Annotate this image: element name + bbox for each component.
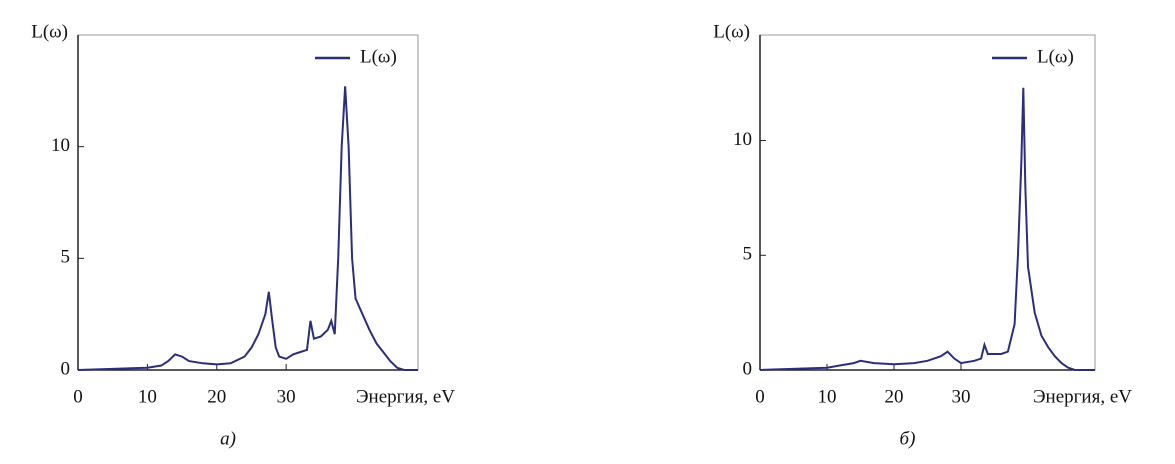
- x-axis-label: Энергия, eV: [356, 386, 455, 407]
- plot-frame: [759, 34, 1096, 371]
- x-tick-label: 30: [952, 386, 971, 407]
- y-axis-label: L(ω): [31, 21, 68, 42]
- x-tick-label: 10: [818, 386, 837, 407]
- data-line: [77, 86, 418, 371]
- legend-label: L(ω): [360, 46, 397, 67]
- y-tick-label: 5: [61, 247, 71, 268]
- x-tick-label: 0: [73, 386, 83, 407]
- x-tick-label: 10: [138, 386, 157, 407]
- x-axis-label: Энергия, eV: [1033, 386, 1132, 407]
- y-tick-label: 10: [51, 135, 70, 156]
- plot-frame: [77, 34, 419, 371]
- y-tick-label: 0: [61, 358, 71, 379]
- y-tick-label: 5: [743, 244, 753, 265]
- x-tick-label: 0: [755, 386, 765, 407]
- x-tick-label: 30: [277, 386, 296, 407]
- legend-label: L(ω): [1037, 46, 1074, 67]
- caption: б): [900, 428, 916, 449]
- x-tick-label: 20: [207, 386, 226, 407]
- caption: а): [220, 428, 236, 449]
- data-line: [759, 87, 1095, 371]
- y-axis-label: L(ω): [713, 21, 750, 42]
- y-tick-label: 0: [743, 358, 753, 379]
- x-tick-label: 20: [885, 386, 904, 407]
- y-tick-label: 10: [733, 129, 752, 150]
